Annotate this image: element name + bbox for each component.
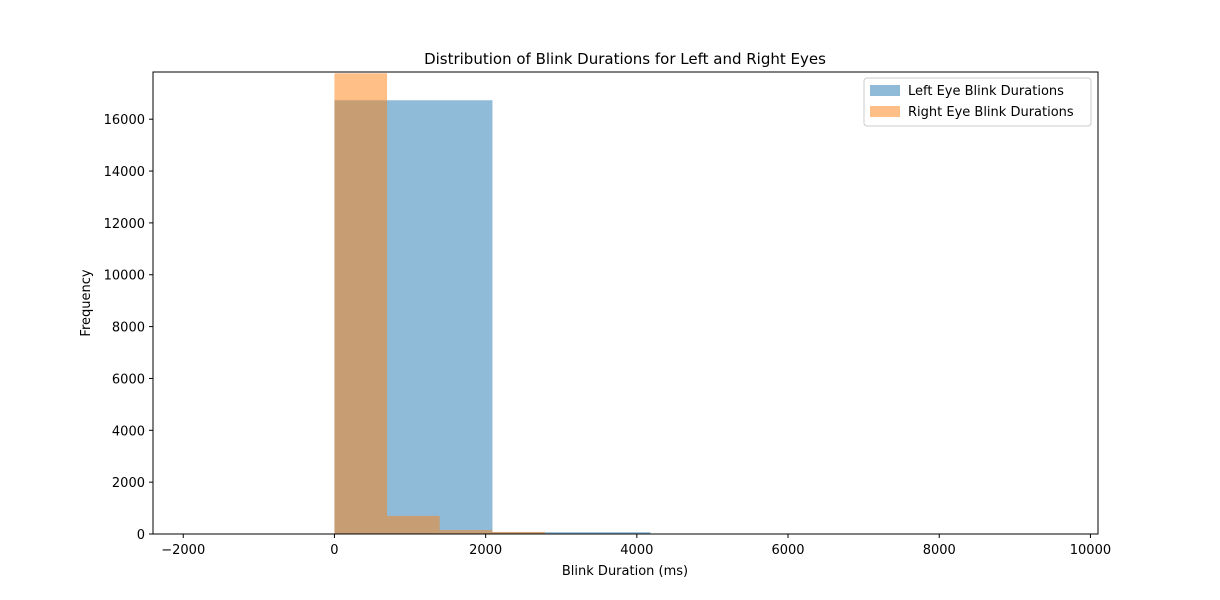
y-tick-label: 16000 [104,113,145,128]
legend-label-right-eye: Right Eye Blink Durations [908,105,1074,120]
x-tick-label: 8000 [923,543,956,558]
y-tick-label: 4000 [112,424,145,439]
legend-swatch-left-eye [870,85,900,96]
legend-frame [863,77,1092,127]
plot-frame [152,71,1099,535]
x-tick-label: 2000 [469,543,502,558]
x-tick-label: −2000 [161,543,205,558]
y-tick-label: 0 [137,528,145,543]
histogram-bar-right-eye-3 [439,530,493,534]
legend: Left Eye Blink Durations Right Eye Blink… [863,77,1092,127]
ticks-layer: −2000 0 2000 4000 6000 8000 10000 0 2000 4000 6000… [104,113,1111,558]
y-tick-label: 14000 [104,165,145,180]
y-axis-label: Frequency [79,269,94,336]
histogram-bar-right-eye-4 [492,531,545,534]
histogram-bar-right-eye-2 [387,515,440,534]
y-tick-label: 2000 [112,476,145,491]
y-tick-label: 12000 [104,217,145,232]
x-tick-label: 0 [330,543,338,558]
legend-label-left-eye: Left Eye Blink Durations [908,84,1064,99]
y-tick-label: 6000 [112,372,145,387]
x-tick-label: 10000 [1070,543,1111,558]
histogram-bar-right-eye-1 [334,73,388,534]
x-tick-label: 4000 [620,543,653,558]
legend-swatch-right-eye [870,106,900,117]
y-tick-label: 10000 [104,269,145,284]
bars-layer [334,73,651,534]
histogram-bar-left-eye-2 [492,532,651,534]
y-tick-label: 8000 [112,321,145,336]
x-tick-label: 6000 [771,543,804,558]
x-axis-label: Blink Duration (ms) [562,564,688,579]
chart-title: Distribution of Blink Durations for Left… [424,50,826,68]
